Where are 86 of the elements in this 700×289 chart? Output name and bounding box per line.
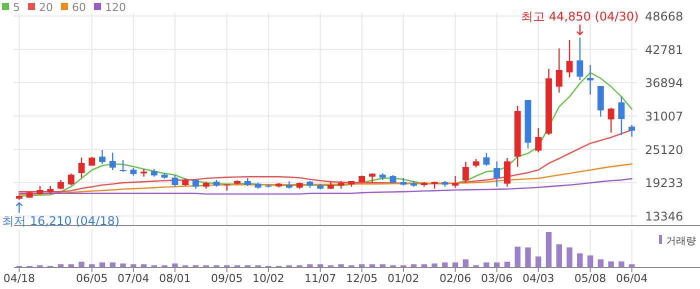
- candlestick: [494, 160, 500, 188]
- candlestick: [68, 173, 74, 186]
- bar: [140, 264, 147, 267]
- candlestick: [462, 161, 469, 184]
- candlestick: [452, 175, 459, 188]
- candlestick: [576, 37, 584, 81]
- candlestick: [58, 179, 64, 190]
- bar: [410, 264, 417, 267]
- bar: [462, 259, 469, 267]
- bar: [484, 262, 490, 267]
- candlestick: [535, 127, 542, 153]
- bar: [452, 262, 458, 267]
- bar: [514, 246, 520, 267]
- y-tick-label: 36894: [645, 76, 684, 90]
- x-tick-label: 04/03: [522, 272, 554, 285]
- bar: [358, 264, 365, 267]
- x-tick-label: 03/06: [480, 272, 513, 285]
- y-tick-label: 31007: [645, 110, 684, 124]
- bar: [338, 264, 344, 267]
- bar: [525, 247, 531, 267]
- x-tick-label: 04/18: [3, 272, 36, 285]
- y-tick-label: 42781: [645, 42, 684, 57]
- bar: [421, 264, 427, 267]
- bar: [99, 262, 106, 267]
- bar: [494, 262, 500, 267]
- bar: [110, 262, 116, 267]
- bar: [628, 264, 635, 267]
- bar: [556, 244, 562, 267]
- x-tick-label: 08/01: [159, 272, 191, 285]
- bar: [577, 253, 583, 267]
- x-tick-label: 06/05: [76, 272, 108, 285]
- bar: [307, 264, 313, 267]
- x-tick-label: 10/02: [252, 272, 284, 285]
- x-tick-label: 01/02: [388, 272, 420, 285]
- candlestick: [587, 64, 594, 96]
- bar: [546, 232, 552, 267]
- bar: [120, 264, 126, 267]
- candlestick: [566, 39, 573, 78]
- bar: [78, 262, 84, 267]
- y-tick-label: 25120: [645, 142, 684, 157]
- candlestick: [628, 124, 636, 138]
- bar: [598, 259, 604, 267]
- bar: [432, 264, 438, 267]
- legend-label: 20: [39, 1, 53, 14]
- bar: [317, 264, 324, 267]
- bar: [587, 255, 594, 267]
- y-tick-label: 19233: [645, 176, 684, 190]
- x-tick-label: 05/08: [574, 272, 606, 285]
- bar: [504, 262, 510, 267]
- candlestick: [618, 96, 625, 136]
- bar: [68, 264, 74, 267]
- bar: [369, 264, 376, 267]
- x-tick-label: 07/04: [118, 272, 150, 285]
- legend-label: 5: [13, 1, 20, 14]
- y-tick-label: 13346: [645, 210, 684, 224]
- legend-label: 거래량: [666, 236, 696, 247]
- x-tick-label: 12/05: [346, 272, 378, 285]
- annotation: 최고 44,850 (04/30): [521, 10, 639, 24]
- y-tick-label: 48668: [645, 10, 684, 24]
- bar: [130, 264, 136, 267]
- bar: [618, 261, 624, 267]
- legend-label: 60: [72, 1, 86, 14]
- candlestick: [172, 174, 178, 188]
- bar: [608, 261, 614, 267]
- bar: [58, 264, 64, 267]
- bar: [380, 264, 386, 267]
- annotation: 최저 16,210 (04/18): [2, 214, 120, 228]
- candlestick: [120, 159, 126, 173]
- candlestick: [99, 149, 106, 165]
- x-tick-label: 09/05: [211, 272, 243, 285]
- candlestick: [483, 152, 490, 166]
- candlestick: [78, 157, 85, 178]
- bar: [566, 247, 572, 267]
- bar: [172, 264, 178, 267]
- candlestick: [192, 178, 199, 190]
- candlestick: [556, 48, 562, 94]
- candlestick: [109, 152, 116, 171]
- x-tick-label: 06/04: [616, 272, 648, 285]
- candlestick: [608, 107, 614, 134]
- bar: [89, 264, 95, 267]
- x-tick-label: 11/07: [304, 272, 336, 285]
- bar: [442, 262, 448, 267]
- candlestick: [504, 157, 510, 188]
- x-tick-label: 02/06: [439, 272, 472, 285]
- bar: [536, 256, 542, 267]
- legend-label: 120: [105, 1, 126, 14]
